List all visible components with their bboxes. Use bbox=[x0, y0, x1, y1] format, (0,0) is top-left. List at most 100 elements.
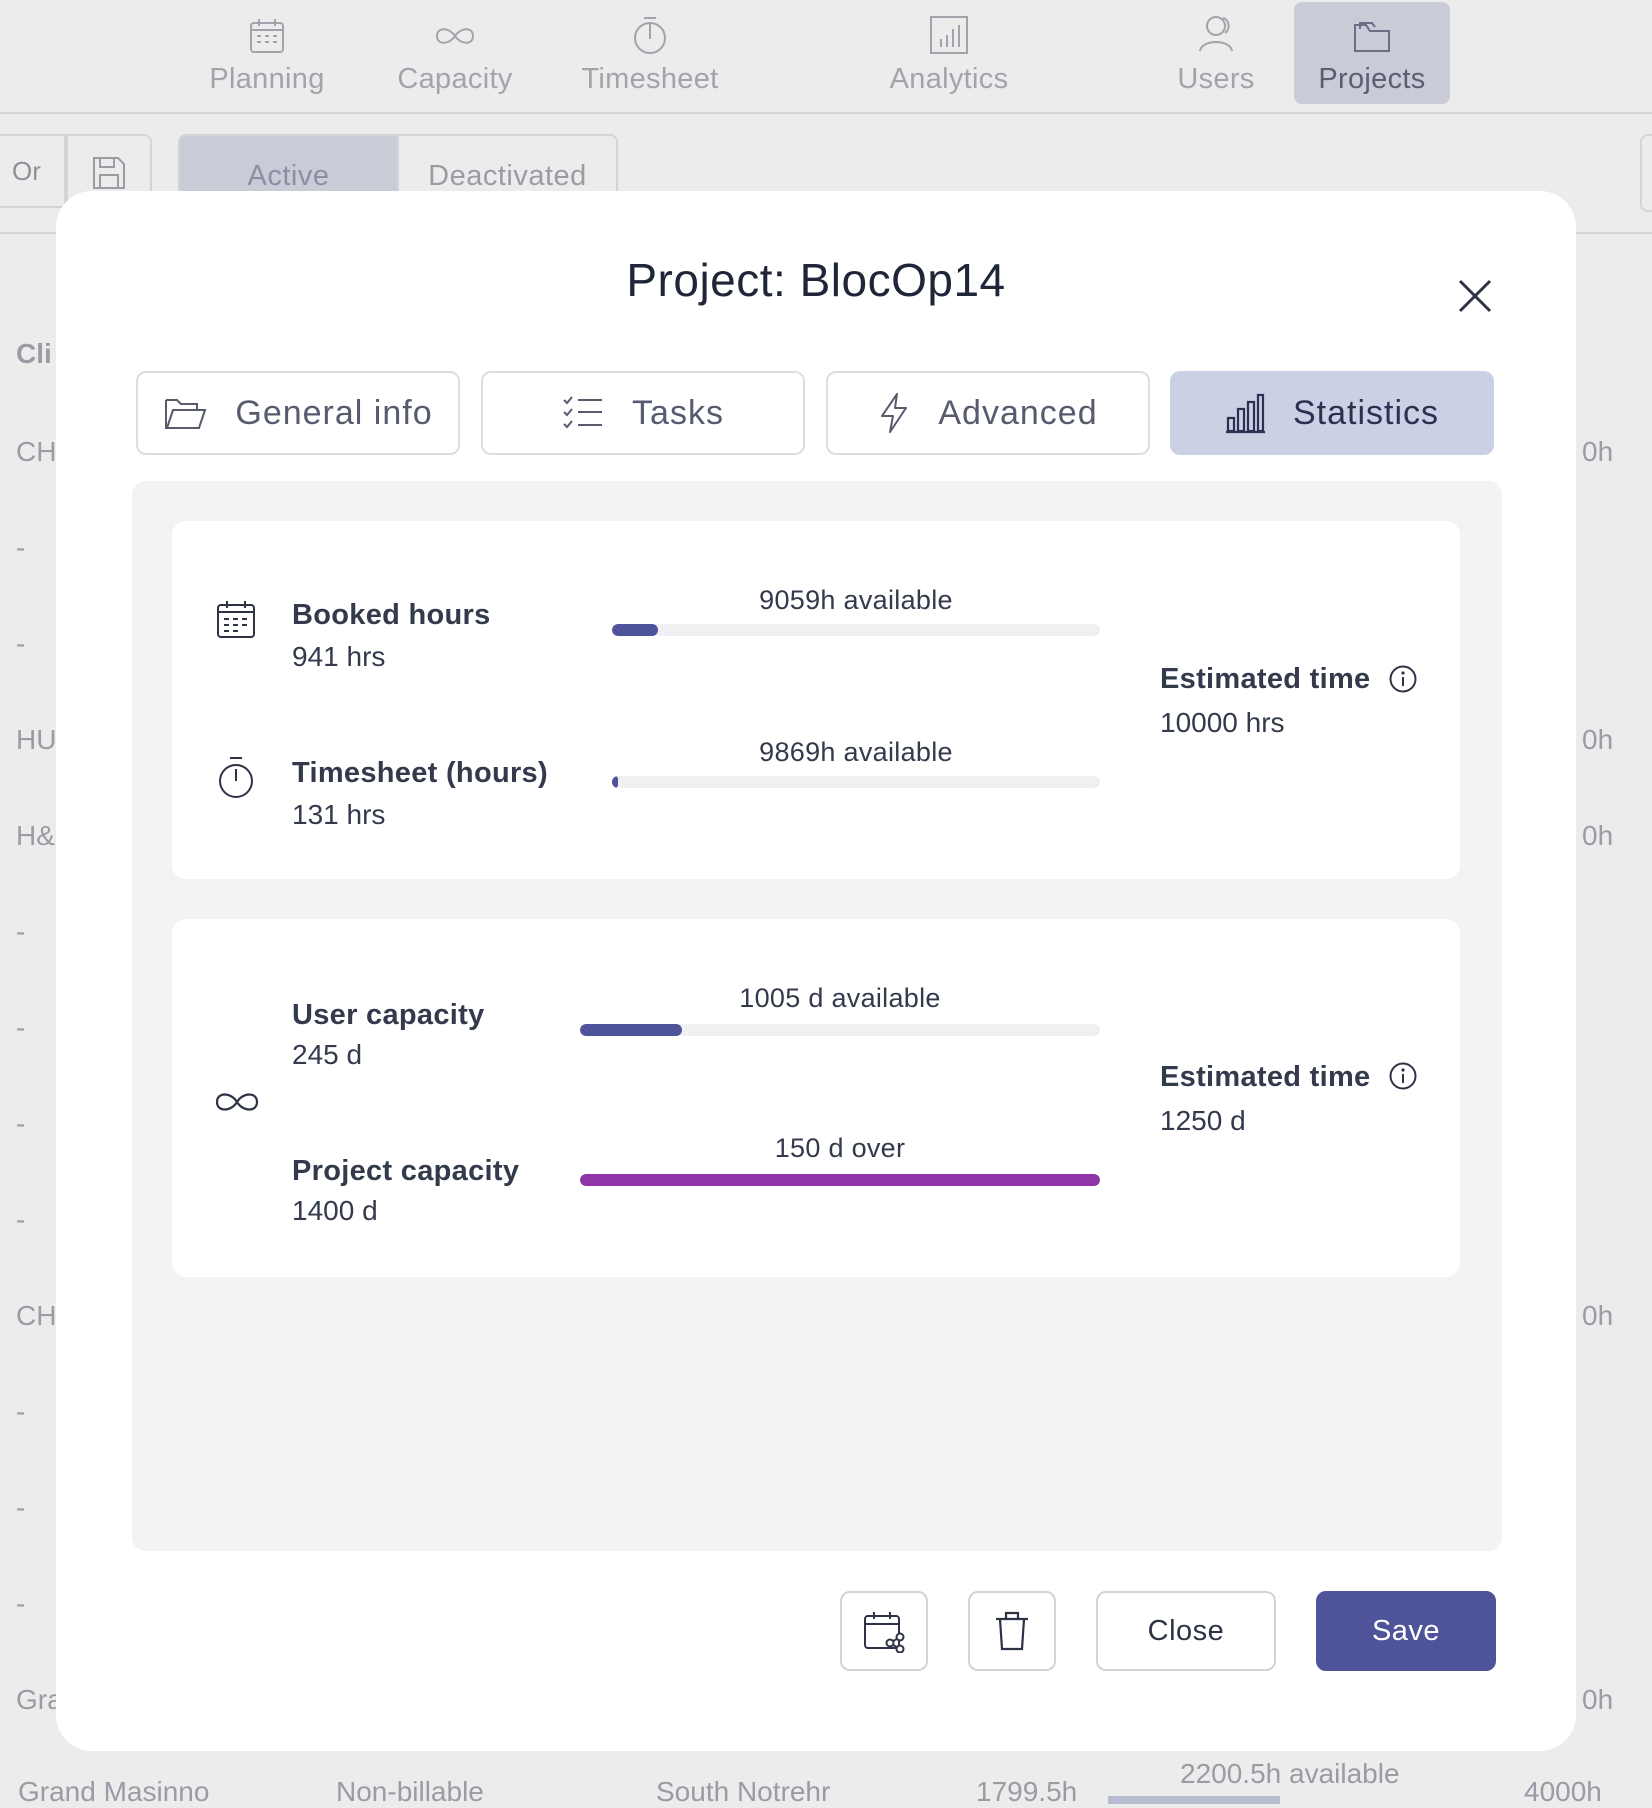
booked-hours-available: 9059h available bbox=[759, 585, 953, 615]
nav-capacity-label: Capacity bbox=[397, 63, 513, 95]
bottom-row-client: Grand Masinno bbox=[18, 1776, 210, 1807]
stopwatch-icon bbox=[216, 755, 256, 799]
nav-projects[interactable]: Projects bbox=[1294, 2, 1450, 104]
row-fragment: - bbox=[16, 1012, 26, 1043]
tab-statistics[interactable]: Statistics bbox=[1170, 371, 1494, 455]
info-icon[interactable] bbox=[1388, 1061, 1418, 1091]
org-filter-label: Or bbox=[12, 155, 41, 186]
info-icon[interactable] bbox=[1388, 664, 1418, 694]
calendar-icon bbox=[248, 17, 286, 55]
user-capacity-progress-fill bbox=[580, 1024, 682, 1036]
tab-tasks-label: Tasks bbox=[632, 393, 724, 432]
nav-users[interactable]: Users bbox=[1166, 0, 1266, 104]
trash-icon bbox=[992, 1609, 1032, 1653]
booked-hours-progress bbox=[612, 624, 1100, 636]
tab-advanced-label: Advanced bbox=[938, 393, 1098, 432]
nav-analytics-label: Analytics bbox=[889, 63, 1009, 95]
project-capacity-progress-fill bbox=[580, 1174, 1100, 1186]
row-fragment: H& bbox=[16, 820, 55, 851]
bottom-row-available: 2200.5h available bbox=[1180, 1758, 1400, 1789]
user-capacity-available: 1005 d available bbox=[739, 983, 941, 1013]
users-icon bbox=[1195, 13, 1237, 55]
share-schedule-button[interactable] bbox=[840, 1591, 928, 1671]
folder-open-icon bbox=[163, 394, 207, 432]
calendar-share-icon bbox=[862, 1609, 906, 1653]
nav-timesheet-label: Timesheet bbox=[581, 63, 719, 95]
row-fragment: - bbox=[16, 916, 26, 947]
row-fragment-total: 0h bbox=[1582, 436, 1614, 467]
close-icon[interactable] bbox=[1448, 269, 1502, 323]
folder-icon bbox=[1352, 19, 1392, 55]
capacity-card: User capacity 245 d 1005 d available Pro… bbox=[172, 919, 1460, 1277]
booked-hours-value: 941 hrs bbox=[292, 641, 386, 672]
timesheet-hours-progress bbox=[612, 776, 1100, 788]
infinity-icon bbox=[433, 17, 477, 55]
modal-tabs: General info Tasks Advanced Statistics bbox=[136, 371, 1500, 457]
close-button[interactable]: Close bbox=[1096, 1591, 1276, 1671]
project-capacity-value: 1400 d bbox=[292, 1195, 378, 1226]
bar-chart-icon bbox=[929, 15, 969, 55]
calendar-icon bbox=[216, 599, 256, 639]
project-capacity-progress bbox=[580, 1174, 1100, 1186]
row-fragment: - bbox=[16, 1108, 26, 1139]
row-fragment-total: 0h bbox=[1582, 1300, 1614, 1331]
table-header-client: Cli bbox=[16, 338, 52, 369]
estimated-time-value: 10000 hrs bbox=[1160, 707, 1285, 738]
tab-statistics-label: Statistics bbox=[1292, 393, 1440, 432]
estimated-capacity-value: 1250 d bbox=[1160, 1105, 1246, 1136]
bottom-row-total: 4000h bbox=[1524, 1776, 1602, 1807]
row-fragment: HU bbox=[16, 724, 57, 755]
tab-tasks[interactable]: Tasks bbox=[481, 371, 805, 455]
row-fragment: - bbox=[16, 1492, 26, 1523]
row-fragment: - bbox=[16, 1204, 26, 1235]
hours-card: Booked hours 941 hrs 9059h available Tim… bbox=[172, 521, 1460, 879]
lightning-icon bbox=[878, 392, 910, 434]
row-fragment: - bbox=[16, 1396, 26, 1427]
timesheet-hours-available: 9869h available bbox=[759, 737, 953, 767]
row-fragment: - bbox=[16, 1588, 26, 1619]
bottom-row-progress bbox=[1108, 1796, 1280, 1804]
bottom-row-region: South Notrehr bbox=[656, 1776, 831, 1807]
bottom-row-billing: Non-billable bbox=[336, 1776, 484, 1807]
segment-deactivated[interactable]: Deactivated bbox=[397, 136, 616, 216]
tab-advanced[interactable]: Advanced bbox=[826, 371, 1150, 455]
user-capacity-label: User capacity bbox=[292, 999, 485, 1031]
bar-chart-icon bbox=[1225, 392, 1265, 434]
nav-capacity[interactable]: Capacity bbox=[388, 0, 522, 104]
estimated-capacity-label: Estimated time bbox=[1160, 1061, 1371, 1093]
checklist-icon bbox=[562, 395, 604, 431]
row-fragment-total: 0h bbox=[1582, 724, 1614, 755]
project-capacity-label: Project capacity bbox=[292, 1155, 520, 1187]
top-navigation: Planning Capacity Timesheet Analytics Us… bbox=[0, 0, 1652, 114]
infinity-icon bbox=[214, 1089, 260, 1115]
timesheet-hours-value: 131 hrs bbox=[292, 799, 386, 830]
org-filter[interactable]: Or bbox=[0, 134, 66, 208]
user-capacity-value: 245 d bbox=[292, 1039, 363, 1070]
nav-analytics[interactable]: Analytics bbox=[876, 0, 1022, 104]
row-fragment: - bbox=[16, 628, 26, 659]
row-fragment-total: 0h bbox=[1582, 1684, 1614, 1715]
delete-button[interactable] bbox=[968, 1591, 1056, 1671]
nav-timesheet[interactable]: Timesheet bbox=[570, 0, 730, 104]
booked-hours-progress-fill bbox=[612, 624, 658, 636]
row-fragment: CH bbox=[16, 1300, 57, 1331]
tab-general-info[interactable]: General info bbox=[136, 371, 460, 455]
bottom-row-booked: 1799.5h bbox=[976, 1776, 1078, 1807]
nav-projects-label: Projects bbox=[1318, 63, 1426, 95]
modal-title: Project: BlocOp14 bbox=[626, 254, 1006, 306]
estimated-time-label: Estimated time bbox=[1160, 663, 1371, 695]
row-fragment-total: 0h bbox=[1582, 820, 1614, 851]
user-capacity-progress bbox=[580, 1024, 1100, 1036]
nav-planning[interactable]: Planning bbox=[200, 0, 334, 104]
row-fragment: CH bbox=[16, 436, 57, 467]
timesheet-hours-label: Timesheet (hours) bbox=[292, 757, 548, 789]
row-fragment: - bbox=[16, 532, 26, 563]
statistics-panel: Booked hours 941 hrs 9059h available Tim… bbox=[132, 481, 1502, 1551]
floppy-disk-icon bbox=[91, 155, 127, 191]
row-fragment: Gra bbox=[16, 1684, 63, 1715]
right-toolbar-button[interactable] bbox=[1640, 134, 1652, 212]
booked-hours-label: Booked hours bbox=[292, 599, 491, 631]
nav-users-label: Users bbox=[1177, 63, 1255, 95]
tab-general-info-label: General info bbox=[235, 393, 433, 432]
save-button[interactable]: Save bbox=[1316, 1591, 1496, 1671]
